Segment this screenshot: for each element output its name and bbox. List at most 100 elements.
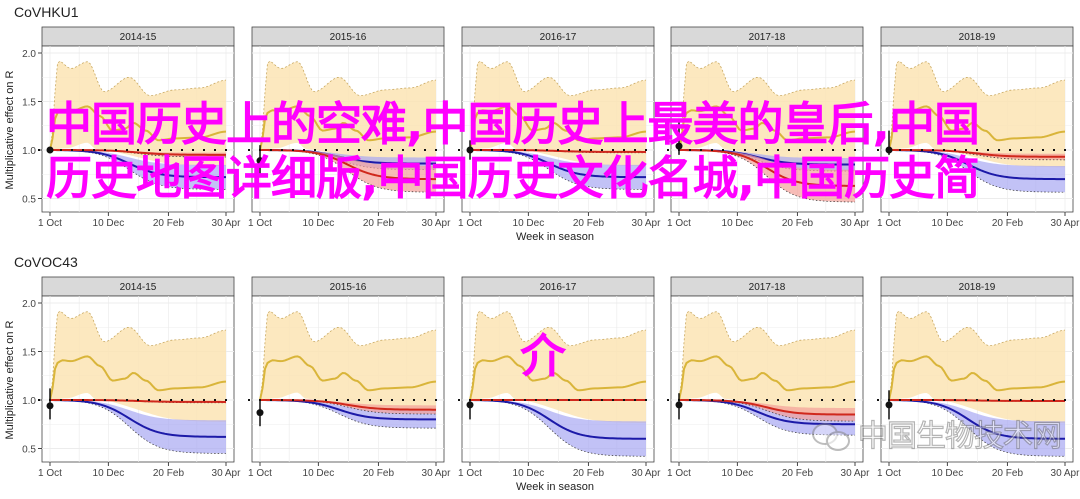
x-tick-label: 1 Oct <box>667 218 691 229</box>
yellow-ci-upper <box>469 310 647 401</box>
red-ci-band <box>260 150 436 193</box>
yellow-ci-band <box>889 61 1065 168</box>
yellow-line <box>678 105 856 151</box>
x-axis-label: Week in season <box>516 481 594 493</box>
x-tick-label: 20 Feb <box>992 468 1024 479</box>
y-tick-label: 0.5 <box>22 445 36 456</box>
x-tick-label: 20 Feb <box>782 468 814 479</box>
x-tick-label: 20 Feb <box>782 218 814 229</box>
y-tick-label: 2.0 <box>22 49 36 60</box>
blue-ci-band <box>889 150 1065 193</box>
red-line <box>678 399 856 416</box>
yellow-line <box>469 355 647 401</box>
yellow-ci-upper <box>469 60 647 151</box>
yellow-ci-upper <box>678 60 856 151</box>
yellow-line <box>259 355 437 401</box>
x-tick-label: 1 Oct <box>667 468 691 479</box>
red-line <box>888 149 1066 158</box>
panel-strip-label: 2018-19 <box>959 282 996 293</box>
x-tick-label: 20 Feb <box>153 218 185 229</box>
yellow-ci-upper <box>259 60 437 151</box>
x-tick-label: 30 Apr <box>841 468 871 479</box>
x-tick-label: 1 Oct <box>248 218 272 229</box>
yellow-ci-band <box>470 61 646 167</box>
overlay-line-3: 介 <box>520 329 566 383</box>
panel-strip-label: 2018-19 <box>959 32 996 43</box>
x-tick-label: 30 Apr <box>212 468 242 479</box>
panel-strip-label: 2017-18 <box>749 32 786 43</box>
yellow-ci-band <box>260 61 436 168</box>
x-tick-label: 10 Dec <box>722 218 754 229</box>
red-line <box>678 149 856 187</box>
blue-ci-lower <box>259 399 437 429</box>
red-line <box>49 399 227 403</box>
blue-ci-band <box>679 400 855 436</box>
blue-ci-band <box>50 400 226 454</box>
y-tick-label: 1.0 <box>22 146 36 157</box>
yellow-line <box>49 355 227 401</box>
yellow-ci-band <box>260 311 436 412</box>
blue-ci-lower <box>469 149 647 190</box>
panel-strip-label: 2014-15 <box>120 282 157 293</box>
x-tick-label: 1 Oct <box>458 468 482 479</box>
x-tick-label: 20 Feb <box>363 468 395 479</box>
x-tick-label: 20 Feb <box>153 468 185 479</box>
y-tick-label: 0.5 <box>22 195 36 206</box>
red-ci-lower <box>49 149 227 158</box>
point-estimate <box>256 409 264 417</box>
y-axis-label: Multiplicative effect on R <box>4 70 16 189</box>
yellow-ci-band <box>50 61 226 167</box>
y-tick-label: 2.0 <box>22 299 36 310</box>
blue-ci-lower <box>888 149 1066 193</box>
point-estimate <box>466 401 474 409</box>
x-tick-label: 30 Apr <box>632 218 662 229</box>
x-tick-label: 20 Feb <box>573 468 605 479</box>
blue-line <box>888 399 1066 440</box>
point-estimate <box>675 142 683 150</box>
yellow-ci-upper <box>888 310 1066 401</box>
point-estimate <box>675 401 683 409</box>
blue-ci-band <box>470 400 646 457</box>
point-estimate <box>46 146 54 154</box>
yellow-ci-band <box>679 61 855 172</box>
yellow-ci-band <box>889 311 1065 424</box>
watermark-text: 中国生物技术网 <box>857 419 1062 454</box>
x-tick-label: 10 Dec <box>303 218 335 229</box>
x-tick-label: 1 Oct <box>38 468 62 479</box>
watermark: 中国生物技术网 <box>812 419 1063 454</box>
y-axis-label: Multiplicative effect on R <box>4 320 16 439</box>
red-line <box>259 149 437 181</box>
panel-strip-label: 2015-16 <box>330 32 367 43</box>
point-estimate <box>885 401 893 409</box>
overlay-line-1: 中国历史上的空难,中国历史上最美的皇后,中国 <box>46 97 980 151</box>
yellow-ci-upper <box>49 310 227 401</box>
x-tick-label: 30 Apr <box>212 218 242 229</box>
panel-strip-label: 2017-18 <box>749 282 786 293</box>
wechat-icon <box>812 423 852 451</box>
facet-title: CoVOC43 <box>14 254 78 270</box>
yellow-line <box>888 105 1066 151</box>
x-tick-label: 30 Apr <box>422 218 452 229</box>
blue-ci-band <box>260 400 436 429</box>
x-tick-label: 30 Apr <box>1051 218 1080 229</box>
blue-line <box>469 399 647 440</box>
yellow-line <box>678 355 856 401</box>
x-tick-label: 30 Apr <box>841 218 871 229</box>
x-tick-label: 20 Feb <box>992 218 1024 229</box>
yellow-ci-band <box>50 311 226 422</box>
panel-strip-label: 2016-17 <box>540 282 577 293</box>
x-tick-label: 10 Dec <box>93 468 125 479</box>
facet-title: CoVHKU1 <box>14 4 79 20</box>
x-tick-label: 20 Feb <box>573 218 605 229</box>
red-ci-lower <box>678 149 856 203</box>
yellow-ci-upper <box>678 310 856 401</box>
blue-ci-band <box>889 400 1065 457</box>
blue-line <box>49 399 227 438</box>
x-tick-label: 10 Dec <box>303 468 335 479</box>
x-tick-label: 10 Dec <box>932 468 964 479</box>
point-estimate <box>256 157 264 165</box>
red-ci-band <box>679 400 855 422</box>
x-tick-label: 10 Dec <box>93 218 125 229</box>
point-estimate <box>885 146 893 154</box>
